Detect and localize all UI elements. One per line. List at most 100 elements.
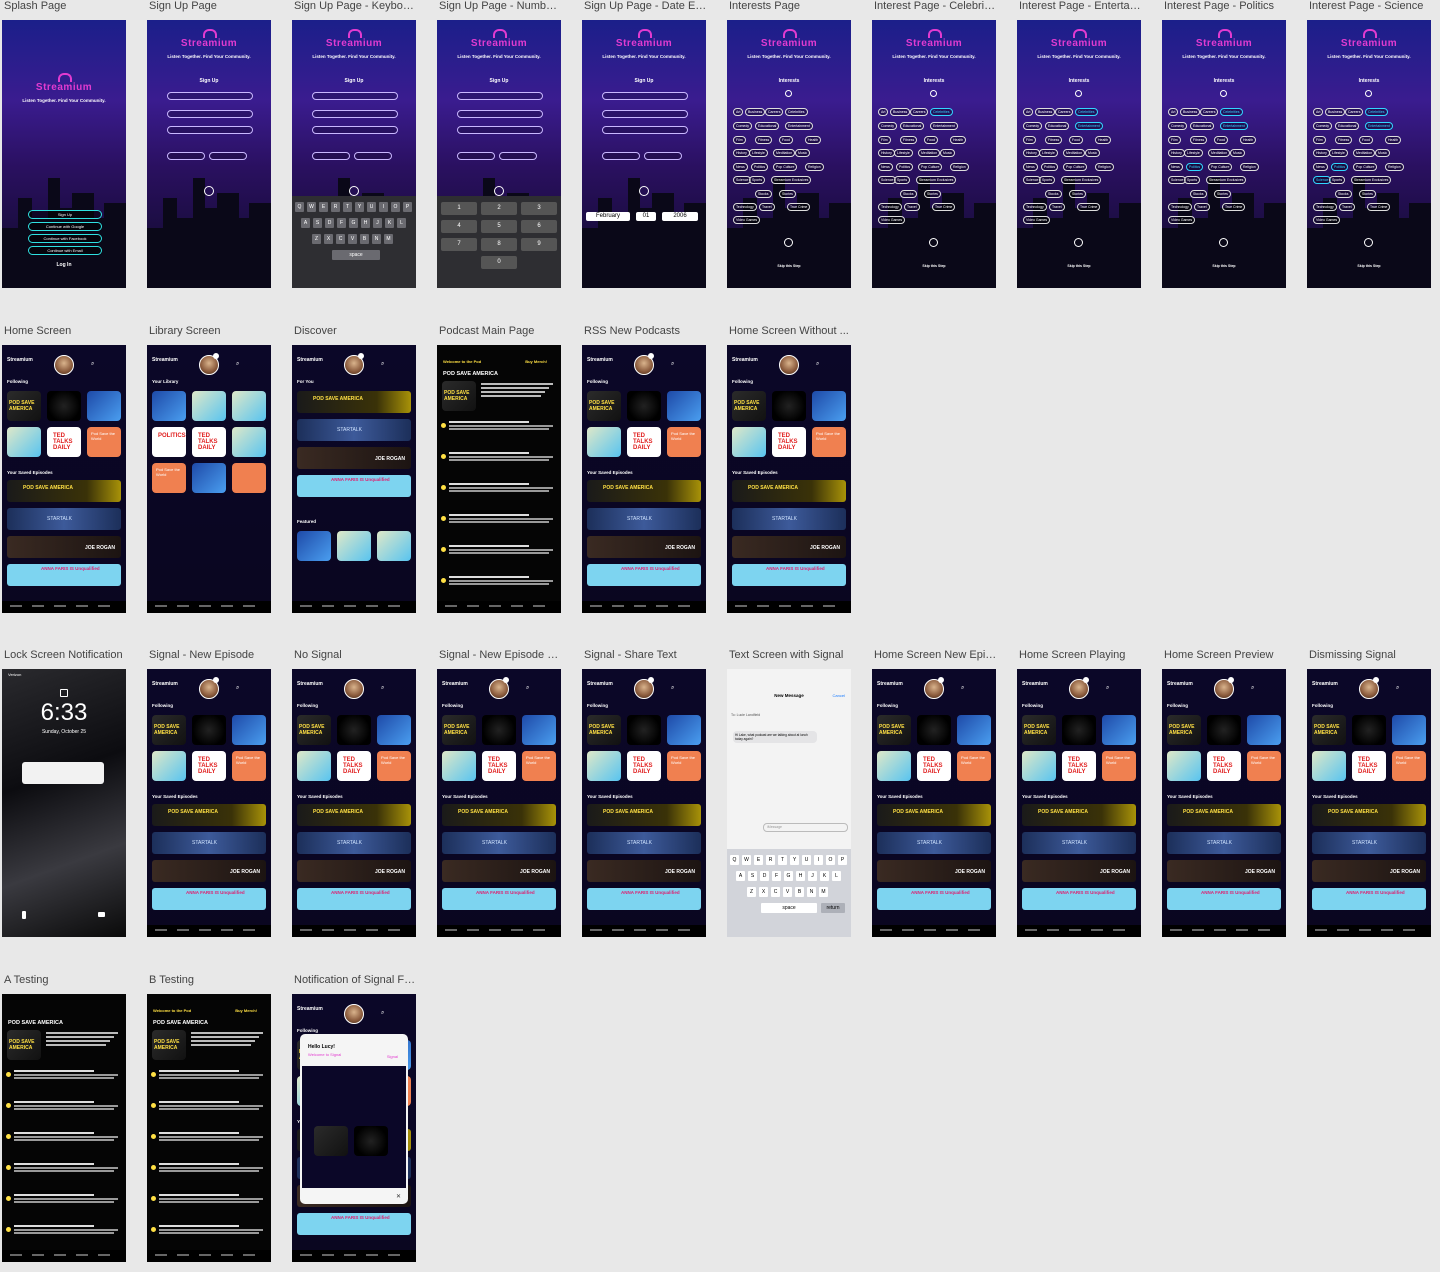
key-a[interactable]: A — [736, 871, 745, 881]
signup-field-2[interactable] — [312, 110, 398, 118]
saved-episode-star[interactable]: STARTALK — [297, 832, 411, 854]
key-g[interactable]: G — [784, 871, 793, 881]
phone-screen[interactable]: POD SAVE AMERICA POD SAVE AMERICA — [2, 994, 126, 1262]
saved-episode-anna[interactable]: ANNA FARIS IS Unqualified — [297, 1213, 411, 1235]
podcast-tile-blue[interactable] — [522, 715, 556, 745]
numkey-5[interactable]: 5 — [481, 220, 517, 233]
interest-chip-stories[interactable]: Stories — [1214, 190, 1231, 198]
interest-chip-educational[interactable]: Educational — [1190, 122, 1215, 130]
interest-chip-art[interactable]: Art — [733, 108, 744, 116]
nav-tab-2[interactable] — [467, 929, 479, 931]
next-arrow-icon[interactable] — [204, 186, 214, 196]
interest-chip-meditation[interactable]: Meditation — [1063, 149, 1086, 157]
interest-chip-art[interactable]: Art — [1023, 108, 1034, 116]
key-a[interactable]: A — [301, 218, 310, 228]
phone-screen[interactable]: Streamium ⌕ Your Library POLITICS TED TALKS … — [147, 345, 271, 613]
podcast-tile-rad[interactable] — [482, 715, 516, 745]
signal-badge[interactable] — [358, 353, 364, 359]
key-y[interactable]: Y — [790, 855, 799, 865]
nav-tab-1[interactable] — [155, 1254, 167, 1256]
key-k[interactable]: K — [820, 871, 829, 881]
interest-chip-politics[interactable]: Politics — [1186, 163, 1204, 171]
podcast-tile-pod[interactable] — [314, 1126, 348, 1156]
signup-button[interactable]: Sign Up — [28, 210, 102, 219]
interest-chip-true-crime[interactable]: True Crime — [787, 203, 811, 211]
interest-chip-business[interactable]: Business — [1180, 108, 1201, 116]
interest-chip-religion[interactable]: Religion — [1240, 163, 1259, 171]
podcast-tile-rad[interactable] — [917, 715, 951, 745]
interest-chip-true-crime[interactable]: True Crime — [932, 203, 956, 211]
nav-tab-3[interactable] — [489, 929, 501, 931]
interest-chip-stories[interactable]: Stories — [1069, 190, 1086, 198]
nav-tab-2[interactable] — [177, 605, 189, 607]
podcast-tile-pod[interactable]: POD SAVE AMERICA — [442, 381, 476, 411]
nav-tab-4[interactable] — [1091, 929, 1103, 931]
interest-chip-entertainment[interactable]: Entertainment — [1220, 122, 1248, 130]
signup-field-3[interactable] — [457, 126, 543, 134]
next-arrow-icon[interactable] — [929, 238, 938, 247]
key-r[interactable]: R — [331, 202, 340, 212]
interest-chip-politics[interactable]: Politics — [751, 163, 769, 171]
episode-row[interactable] — [6, 1163, 122, 1177]
saved-episode-pod[interactable]: POD SAVE AMERICA — [877, 804, 991, 826]
key-r[interactable]: R — [766, 855, 775, 865]
interest-chip-art[interactable]: Art — [878, 108, 889, 116]
key-v[interactable]: V — [783, 887, 792, 897]
interest-chip-news[interactable]: News — [1023, 163, 1038, 171]
phone-screen[interactable]: Streamium ⌕ Following POD SAVE AMERICA TED T… — [437, 669, 561, 937]
interest-chip-pop-culture[interactable]: Pop Culture — [773, 163, 798, 171]
interest-chip-travel[interactable]: Travel — [1339, 203, 1355, 211]
nav-tab-4[interactable] — [366, 1254, 378, 1256]
avatar[interactable] — [344, 355, 364, 375]
skip-link[interactable]: Skip this Step — [777, 264, 801, 268]
key-o[interactable]: O — [391, 202, 400, 212]
interest-chip-comedy[interactable]: Comedy — [1168, 122, 1188, 130]
interest-chip-entertainment[interactable]: Entertainment — [1365, 122, 1393, 130]
saved-episode-joe[interactable]: JOE ROGAN — [152, 860, 266, 882]
nav-tab-1[interactable] — [300, 1254, 312, 1256]
episode-row[interactable] — [441, 452, 557, 466]
nav-tab-5[interactable] — [98, 1254, 110, 1256]
key-p[interactable]: P — [403, 202, 412, 212]
saved-episode-pod[interactable]: POD SAVE AMERICA — [297, 391, 411, 413]
episode-row[interactable] — [441, 483, 557, 497]
interest-chip-educational[interactable]: Educational — [1335, 122, 1360, 130]
avatar[interactable] — [924, 679, 944, 699]
interest-chip-careers[interactable]: Careers — [1055, 108, 1074, 116]
interest-chip-sports[interactable]: Sports — [749, 176, 766, 184]
podcast-tile-world[interactable]: Pod Save the World — [522, 751, 556, 781]
avatar[interactable] — [344, 1004, 364, 1024]
key-u[interactable]: U — [802, 855, 811, 865]
episode-row[interactable] — [151, 1132, 267, 1146]
podcast-tile-face[interactable] — [337, 531, 371, 561]
nav-tab-1[interactable] — [1170, 929, 1182, 931]
saved-episode-anna[interactable]: ANNA FARIS IS Unqualified — [297, 888, 411, 910]
nav-tab-1[interactable] — [1315, 929, 1327, 931]
numkey-4[interactable]: 4 — [441, 220, 477, 233]
interest-chip-technology[interactable]: Technology — [1313, 203, 1337, 211]
search-icon[interactable] — [1220, 90, 1227, 97]
signup-field-1[interactable] — [457, 92, 543, 100]
saved-episode-anna[interactable]: ANNA FARIS IS Unqualified — [152, 888, 266, 910]
search-icon[interactable]: ⌕ — [381, 361, 385, 367]
next-arrow-icon[interactable] — [639, 186, 649, 196]
interest-chip-meditation[interactable]: Meditation — [1208, 149, 1231, 157]
continue-email-button[interactable]: Continue with Email — [28, 246, 102, 255]
podcast-tile-pod[interactable]: POD SAVE AMERICA — [7, 1030, 41, 1060]
play-icon[interactable] — [151, 1103, 156, 1108]
space-key[interactable]: space — [332, 250, 380, 260]
saved-episode-joe[interactable]: JOE ROGAN — [442, 860, 556, 882]
nav-tab-5[interactable] — [968, 929, 980, 931]
interest-chip-music[interactable]: Music — [1085, 149, 1101, 157]
key-e[interactable]: E — [319, 202, 328, 212]
interest-chip-news[interactable]: News — [1168, 163, 1183, 171]
key-s[interactable]: S — [748, 871, 757, 881]
saved-episode-pod[interactable]: POD SAVE AMERICA — [732, 480, 846, 502]
interest-chip-religion[interactable]: Religion — [950, 163, 969, 171]
key-i[interactable]: I — [814, 855, 823, 865]
interest-chip-fitness[interactable]: Fitness — [1335, 136, 1353, 144]
interest-chip-sports[interactable]: Sports — [1329, 176, 1346, 184]
signup-field-age[interactable] — [457, 152, 495, 160]
phone-screen[interactable]: Streamium ⌕ Following POD SAVE AMERICA TED T… — [727, 345, 851, 613]
saved-episode-joe[interactable]: JOE ROGAN — [1167, 860, 1281, 882]
